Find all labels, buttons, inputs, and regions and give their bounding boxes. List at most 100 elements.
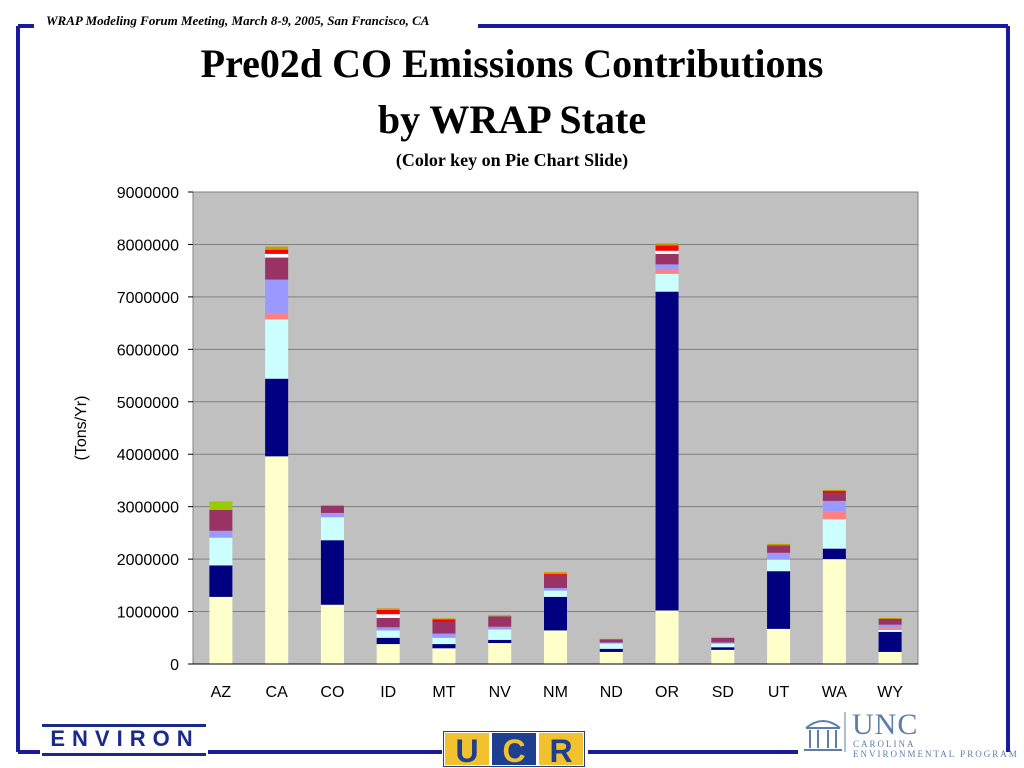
bar-segment-or-2: [655, 273, 679, 292]
bar-segment-wa-9: [822, 489, 846, 491]
x-tick-label: NV: [489, 684, 512, 701]
bar-segment-az-4: [209, 530, 233, 538]
bar-segment-wa-1: [822, 548, 846, 560]
ucr-letter-c: C: [502, 733, 525, 767]
environ-logo-text: ENVIRON: [50, 726, 200, 751]
ucr-letter-r: R: [549, 733, 572, 767]
bar-segment-az-5: [209, 509, 233, 531]
bar-segment-wa-4: [822, 500, 846, 512]
bar-segment-wy-2: [878, 629, 902, 633]
x-tick-label: ND: [600, 684, 623, 701]
bar-segment-ca-2: [265, 319, 289, 379]
y-axis-ticks: 0 1000000 2000000 3000000 4000000 5000000 6000…: [117, 185, 193, 674]
environ-logo: [42, 724, 206, 756]
bar-segment-mt-9: [432, 618, 456, 620]
bar-segment-wy-3: [878, 627, 902, 630]
bar-segment-mt-2: [432, 637, 456, 645]
bar-segment-nv-4: [488, 626, 512, 630]
bar-segment-az-1: [209, 565, 233, 597]
x-tick-label: AZ: [211, 684, 232, 701]
unc-well-icon: [804, 720, 842, 751]
x-axis-ticks: AZ CA CO ID MT NV NM ND OR SD UT WA WY: [193, 663, 918, 701]
x-tick-label: UT: [768, 684, 790, 701]
bar-segment-ca-6: [265, 253, 289, 258]
ucr-letter-u: U: [455, 733, 478, 767]
bar-segment-ca-7: [265, 249, 289, 254]
y-tick-label: 3000000: [117, 500, 179, 517]
chart-title: Pre02d CO Emissions Contributions: [200, 41, 824, 86]
y-tick-label: 1000000: [117, 605, 179, 622]
bar-segment-sd-5: [711, 637, 735, 643]
bar-segment-sd-1: [711, 647, 735, 650]
bar-segment-id-6: [376, 614, 400, 618]
bar-segment-ca-4: [265, 279, 289, 314]
bar-segment-nm-1: [544, 596, 567, 631]
bar-segment-sd-4: [711, 642, 735, 644]
bar-segment-nd-1: [599, 648, 623, 652]
bar-segment-nd-4: [599, 642, 623, 644]
unc-logo-line1: CAROLINA: [853, 739, 916, 749]
bar-segment-mt-7: [432, 619, 456, 623]
bar-segment-or-4: [655, 264, 679, 270]
bar-segment-or-9: [655, 243, 679, 246]
unc-logo-text: UNC: [852, 708, 919, 741]
bar-segment-sd-2: [711, 643, 735, 648]
bar-segment-wy-4: [878, 624, 902, 628]
unc-divider: [844, 712, 846, 752]
bar-segment-nm-5: [544, 574, 567, 588]
x-tick-label: SD: [712, 684, 734, 701]
bar-segment-mt-0: [432, 648, 456, 664]
bar-segment-nm-0: [544, 630, 567, 664]
bar-segment-nv-2: [488, 629, 512, 640]
bar-segment-co-0: [320, 604, 344, 664]
meeting-header: WRAP Modeling Forum Meeting, March 8-9, …: [40, 13, 436, 29]
x-tick-label: NM: [543, 684, 568, 701]
chart-title-line2: by WRAP State: [377, 97, 647, 142]
bar-segment-wa-3: [822, 511, 846, 520]
x-tick-label: OR: [655, 684, 679, 701]
bar-segment-id-9: [376, 608, 400, 610]
bar-segment-ca-1: [265, 378, 289, 457]
x-tick-label: WY: [877, 684, 903, 701]
bar-segment-or-5: [655, 253, 679, 265]
bar-segment-ut-9: [767, 543, 791, 546]
x-tick-label: ID: [380, 684, 396, 701]
bar-segment-id-1: [376, 637, 400, 645]
x-tick-label: MT: [432, 684, 455, 701]
bar-segment-mt-5: [432, 622, 456, 634]
bar-segment-ut-4: [767, 552, 791, 560]
bar-segment-co-1: [320, 540, 344, 605]
y-tick-label: 7000000: [117, 290, 179, 307]
bar-segment-id-4: [376, 627, 400, 631]
bar-segment-nv-0: [488, 643, 512, 664]
bar-segment-nm-7: [544, 573, 567, 575]
bar-segment-id-7: [376, 609, 400, 615]
bar-segment-co-4: [320, 512, 344, 518]
bar-segment-or-3: [655, 269, 679, 274]
bar-segment-ut-5: [767, 545, 791, 553]
bar-segment-wy-1: [878, 632, 902, 652]
bar-segment-nd-2: [599, 643, 623, 649]
bar-segment-id-2: [376, 630, 400, 638]
bar-segment-wa-2: [822, 519, 846, 549]
bar-segment-or-6: [655, 250, 679, 254]
bars: [209, 243, 902, 664]
bar-segment-nm-2: [544, 590, 567, 597]
bar-segment-mt-4: [432, 633, 456, 638]
bar-segment-nd-5: [599, 639, 623, 643]
bar-segment-ca-0: [265, 456, 289, 664]
bar-segment-az-8: [209, 501, 233, 510]
bar-segment-ca-3: [265, 313, 289, 320]
bar-segment-wa-7: [822, 490, 846, 493]
y-tick-label: 2000000: [117, 552, 179, 569]
bar-segment-nm-4: [544, 587, 567, 591]
chart-subtitle: (Color key on Pie Chart Slide): [395, 150, 629, 170]
bar-segment-id-5: [376, 617, 400, 628]
bar-segment-wa-5: [822, 492, 846, 501]
bar-segment-ut-1: [767, 571, 791, 629]
bar-segment-mt-1: [432, 644, 456, 649]
bar-segment-sd-0: [711, 649, 735, 664]
bar-segment-wy-9: [878, 617, 902, 619]
x-tick-label: WA: [822, 684, 848, 701]
